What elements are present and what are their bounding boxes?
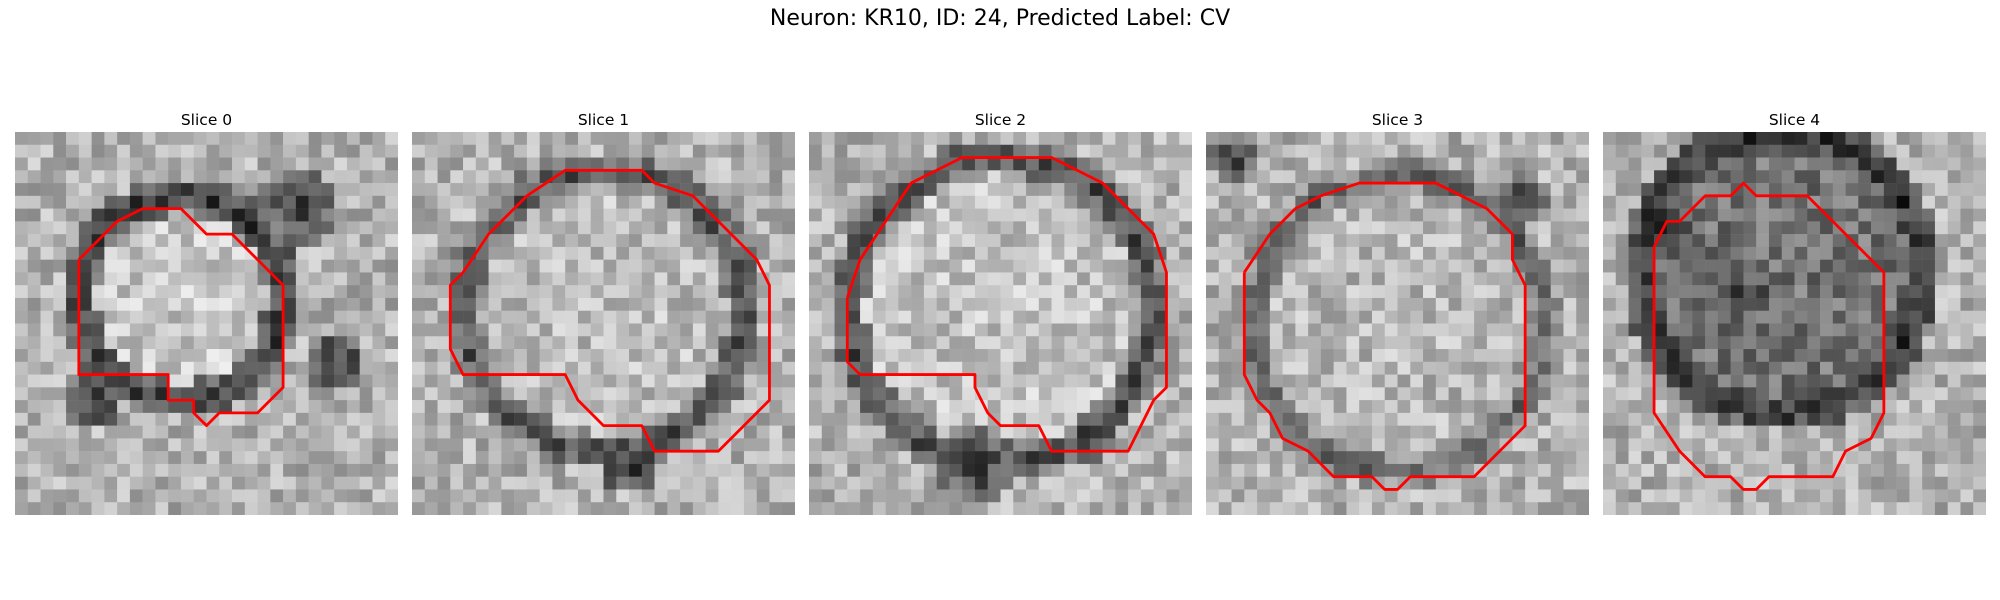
slice-title: Slice 2 <box>974 111 1027 129</box>
slice-image-canvas <box>1206 132 1589 515</box>
roi-contour <box>845 156 1168 453</box>
slice-image-3 <box>1206 132 1589 515</box>
slice-image-4 <box>1603 132 1986 515</box>
roi-contour <box>1652 181 1886 491</box>
slice-panel-3: Slice 3 <box>1206 108 1589 515</box>
slice-title: Slice 1 <box>577 111 630 129</box>
slice-image-canvas <box>809 132 1192 515</box>
pixel-grid <box>1206 132 1589 515</box>
slice-image-canvas <box>15 132 398 515</box>
slice-image-canvas <box>412 132 795 515</box>
slice-title: Slice 3 <box>1371 111 1424 129</box>
pixel-grid <box>412 132 795 515</box>
slice-panel-1: Slice 1 <box>412 108 795 515</box>
pixel-grid <box>15 132 398 515</box>
slice-title: Slice 4 <box>1768 111 1821 129</box>
roi-contour <box>77 207 285 428</box>
roi-contour <box>1242 181 1527 491</box>
slice-image-1 <box>412 132 795 515</box>
pixel-grid <box>809 132 1192 515</box>
slice-panel-4: Slice 4 <box>1603 108 1986 515</box>
roi-contour <box>448 168 771 453</box>
slice-title: Slice 0 <box>180 111 233 129</box>
slice-panel-0: Slice 0 <box>15 108 398 515</box>
slice-image-canvas <box>1603 132 1986 515</box>
pixel-grid <box>1603 132 1986 515</box>
slice-image-2 <box>809 132 1192 515</box>
figure-title: Neuron: KR10, ID: 24, Predicted Label: C… <box>769 6 1231 31</box>
slice-image-0 <box>15 132 398 515</box>
slice-panel-2: Slice 2 <box>809 108 1192 515</box>
